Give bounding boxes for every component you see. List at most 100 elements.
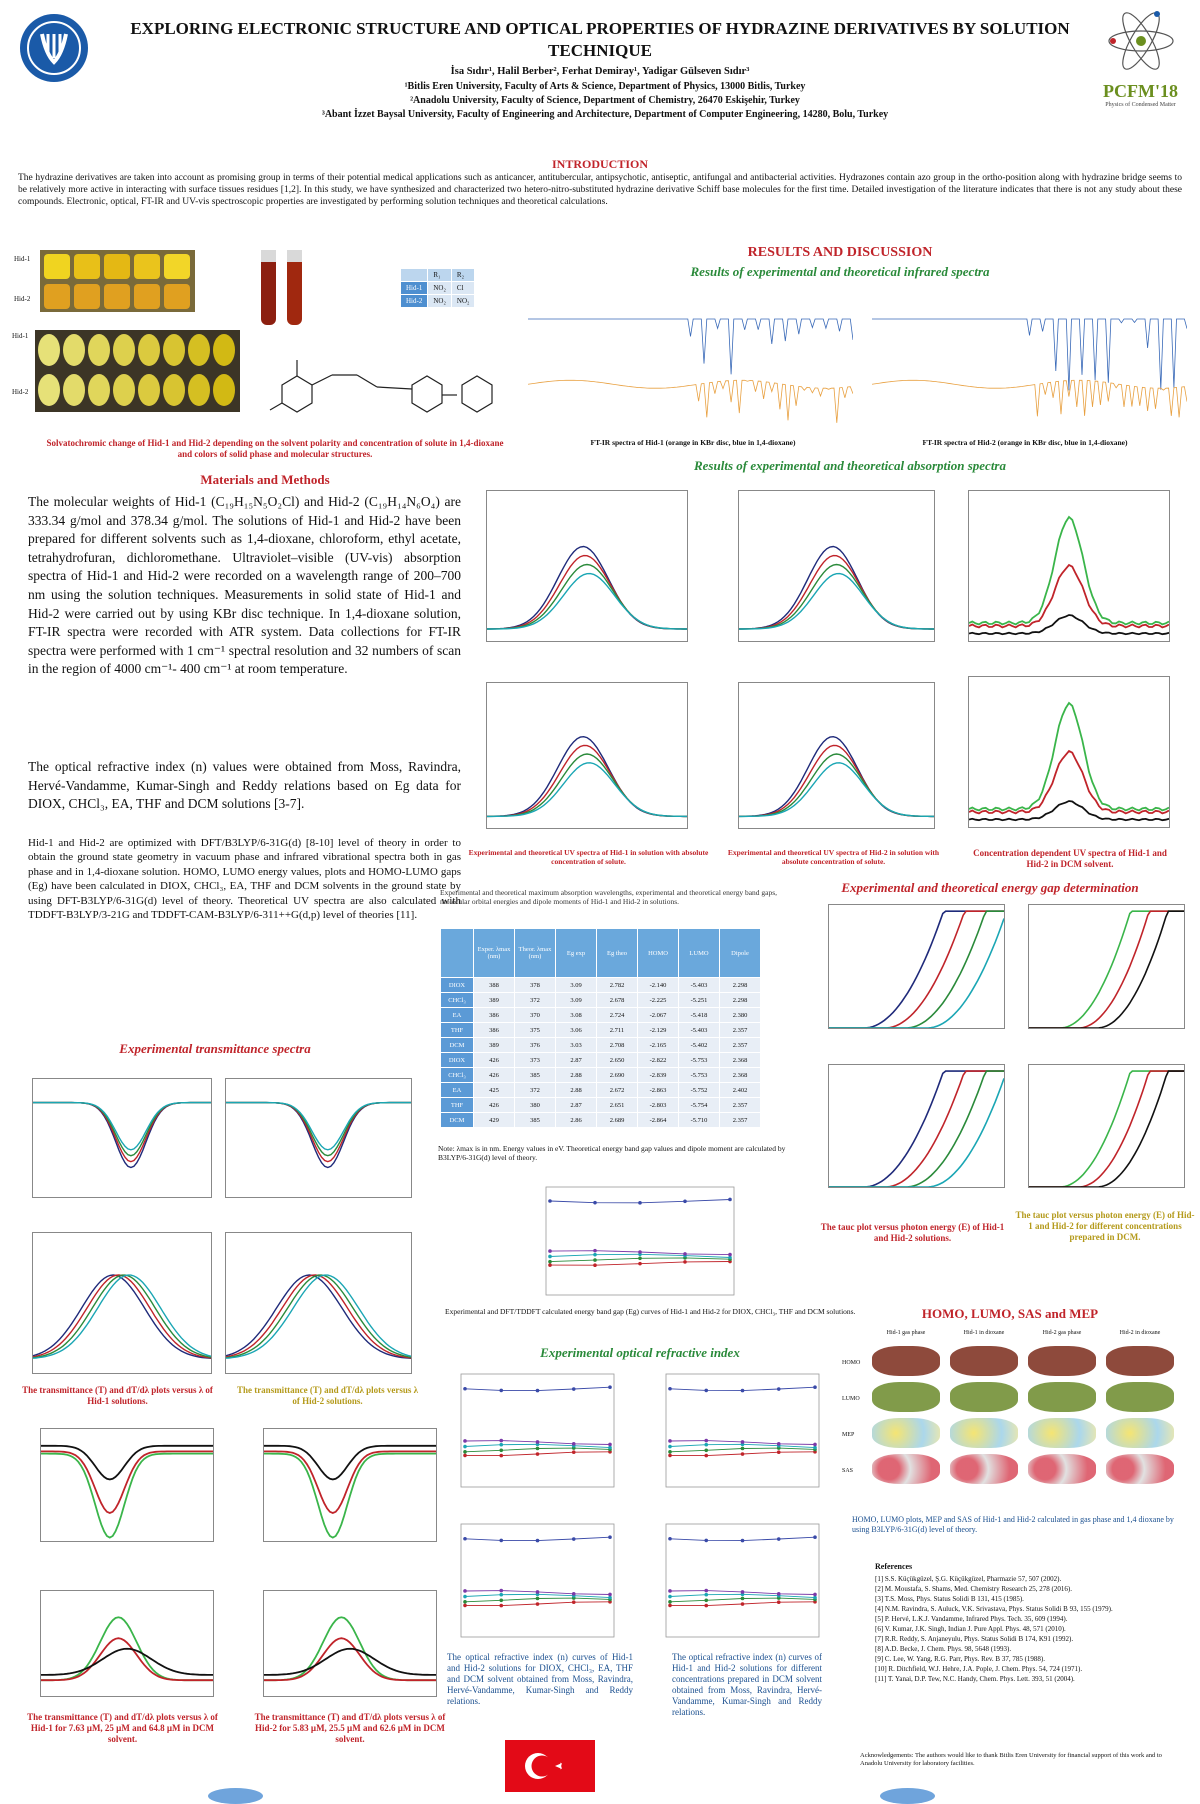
- gap-table-cell: 2.357: [720, 1098, 761, 1113]
- ir-caption-1: FT-IR spectra of Hid-1 (orange in KBr di…: [528, 438, 858, 447]
- refractive-heading: Experimental optical refractive index: [440, 1345, 840, 1361]
- reference-item: [8] A.D. Becke, J. Chem. Phys. 98, 5648 …: [875, 1644, 1180, 1654]
- gap-table-cell: -5.418: [679, 1008, 720, 1023]
- gap-table-row: THF 426 380 2.87 2.651 -2.803 -5.754 2.357: [441, 1098, 761, 1113]
- gap-table-cell: 376: [515, 1038, 556, 1053]
- dtdl-plot-hid2: [225, 1232, 412, 1374]
- absorption-caption-2: Experimental and theoretical UV spectra …: [716, 848, 951, 866]
- reference-item: [9] C. Lee, W. Yang, R.G. Parr, Phys. Re…: [875, 1654, 1180, 1664]
- homo-row-label: SAS: [842, 1468, 866, 1474]
- gap-table-cell: EA: [441, 1083, 474, 1098]
- rtab-h0: [401, 269, 428, 282]
- dtdl-conc-plot-hid1: [40, 1590, 214, 1697]
- gap-table-row: EA 425 372 2.88 2.672 -2.863 -5.752 2.402: [441, 1083, 761, 1098]
- gap-table-cell: 2.86: [556, 1113, 597, 1128]
- gap-table-cell: -5.403: [679, 978, 720, 993]
- reference-item: [3] T.S. Moss, Phys. Status Solidi B 131…: [875, 1594, 1180, 1604]
- pcfm-logo-text: PCFM'18: [1098, 81, 1183, 102]
- gap-table-cell: 2.690: [597, 1068, 638, 1083]
- tauc-plot-hid1: [828, 904, 1005, 1029]
- transmittance-caption-2: The transmittance (T) and dT/dλ plots ve…: [235, 1385, 420, 1407]
- gap-table-cell: -2.864: [638, 1113, 679, 1128]
- uv-plot-hid1-solvents: [486, 490, 688, 642]
- gap-table-cell: DIOX: [441, 978, 474, 993]
- gap-table-cell: 386: [474, 1008, 515, 1023]
- gap-table-cell: 2.87: [556, 1098, 597, 1113]
- gap-table-header: Eg theo: [597, 929, 638, 978]
- gap-table-cell: 426: [474, 1098, 515, 1113]
- gap-table-cell: -2.140: [638, 978, 679, 993]
- orbital-surface-image: [1106, 1346, 1174, 1376]
- orbital-surface-image: [950, 1454, 1018, 1484]
- materials-heading: Materials and Methods: [20, 472, 510, 488]
- rtab-r1c1: NO₂: [428, 295, 452, 308]
- gap-table-header: Exper. λmax (nm): [474, 929, 515, 978]
- references-list: [1] S.S. Küçükgüzel, Ş.G. Küçükgüzel, Ph…: [875, 1574, 1180, 1684]
- gap-table-row: EA 386 370 3.08 2.724 -2.067 -5.418 2.380: [441, 1008, 761, 1023]
- gap-table-cell: EA: [441, 1008, 474, 1023]
- gap-table-header: [441, 929, 474, 978]
- rtab-r1c2: NO₂: [451, 295, 475, 308]
- gap-table-cell: 2.357: [720, 1038, 761, 1053]
- gap-table-cell: 425: [474, 1083, 515, 1098]
- gap-table-row: CHCl₃ 389 372 3.09 2.678 -2.225 -5.251 2.298: [441, 993, 761, 1008]
- gap-table-cell: 2.380: [720, 1008, 761, 1023]
- reference-item: [1] S.S. Küçükgüzel, Ş.G. Küçükgüzel, Ph…: [875, 1574, 1180, 1584]
- gap-table-cell: 2.87: [556, 1053, 597, 1068]
- gap-table-cell: 2.88: [556, 1068, 597, 1083]
- rtab-h1: R₁: [428, 269, 452, 282]
- orbital-surface-image: [872, 1418, 940, 1448]
- acknowledgements: Acknowledgements: The authors would like…: [860, 1752, 1185, 1768]
- orbital-surface-image: [1106, 1418, 1174, 1448]
- introduction-text: The hydrazine derivatives are taken into…: [18, 172, 1182, 208]
- gap-table-cell: 386: [474, 1023, 515, 1038]
- dtdl-conc-plot-hid2: [263, 1590, 437, 1697]
- tauc-caption-1: The tauc plot versus photon energy (E) o…: [820, 1222, 1005, 1244]
- concentration-vials-photo: [35, 330, 240, 412]
- gap-table-cell: 3.03: [556, 1038, 597, 1053]
- gap-table-cell: 2.402: [720, 1083, 761, 1098]
- gap-table-cell: 3.09: [556, 993, 597, 1008]
- gap-table-note: Note: λmax is in nm. Energy values in eV…: [438, 1144, 788, 1162]
- transmittance-caption-1: The transmittance (T) and dT/dλ plots ve…: [20, 1385, 215, 1407]
- gap-table-cell: -2.803: [638, 1098, 679, 1113]
- gap-table-cell: 2.689: [597, 1113, 638, 1128]
- ir-heading: Results of experimental and theoretical …: [540, 264, 1140, 280]
- refractive-plot-hid2: [660, 1370, 825, 1495]
- authors-line: İsa Sıdır¹, Halil Berber², Ferhat Demira…: [95, 66, 1105, 77]
- transmittance-conc-plot-hid1: [40, 1428, 214, 1542]
- gap-table-cell: 385: [515, 1068, 556, 1083]
- results-heading: RESULTS AND DISCUSSION: [640, 245, 1040, 261]
- gap-table-cell: 2.368: [720, 1053, 761, 1068]
- orbital-surface-image: [1028, 1382, 1096, 1412]
- gap-table-cell: -5.402: [679, 1038, 720, 1053]
- transmittance-caption-4: The transmittance (T) and dT/dλ plots ve…: [250, 1712, 450, 1745]
- pcfm-atom-logo: PCFM'18 Physics of Condensed Matter: [1098, 6, 1183, 111]
- materials-p3: Hid-1 and Hid-2 are optimized with DFT/B…: [28, 836, 461, 922]
- gap-table-row: THF 386 375 3.06 2.711 -2.129 -5.403 2.357: [441, 1023, 761, 1038]
- homo-col-label: Hid-1 in dioxane: [945, 1330, 1023, 1336]
- gap-table-cell: 2.88: [556, 1083, 597, 1098]
- gap-table-row: DIOX 388 378 3.09 2.782 -2.140 -5.403 2.298: [441, 978, 761, 993]
- photo-row-label-3: Hid-1: [12, 332, 34, 340]
- gap-table-cell: -2.165: [638, 1038, 679, 1053]
- orbital-surface-image: [1028, 1454, 1096, 1484]
- uv-plot-hid2-conc: [968, 676, 1170, 828]
- gap-table-cell: 426: [474, 1053, 515, 1068]
- gap-table-header: HOMO: [638, 929, 679, 978]
- gap-table-cell: 2.651: [597, 1098, 638, 1113]
- gap-table-cell: 385: [515, 1113, 556, 1128]
- gap-table-cell: DIOX: [441, 1053, 474, 1068]
- transmittance-plot-hid1: [32, 1078, 212, 1198]
- gap-table-cell: THF: [441, 1023, 474, 1038]
- gap-table-cell: -5.251: [679, 993, 720, 1008]
- gap-table-cell: 370: [515, 1008, 556, 1023]
- gap-table-cell: -5.753: [679, 1053, 720, 1068]
- gap-table-cell: 2.711: [597, 1023, 638, 1038]
- poster-title: EXPLORING ELECTRONIC STRUCTURE AND OPTIC…: [95, 18, 1105, 62]
- gap-table-cell: 2.782: [597, 978, 638, 993]
- rtab-r0c2: Cl: [451, 282, 475, 295]
- gap-table-cell: -2.129: [638, 1023, 679, 1038]
- affiliation-2: ²Anadolu University, Faculty of Science,…: [170, 94, 1040, 107]
- gap-table-cell: 429: [474, 1113, 515, 1128]
